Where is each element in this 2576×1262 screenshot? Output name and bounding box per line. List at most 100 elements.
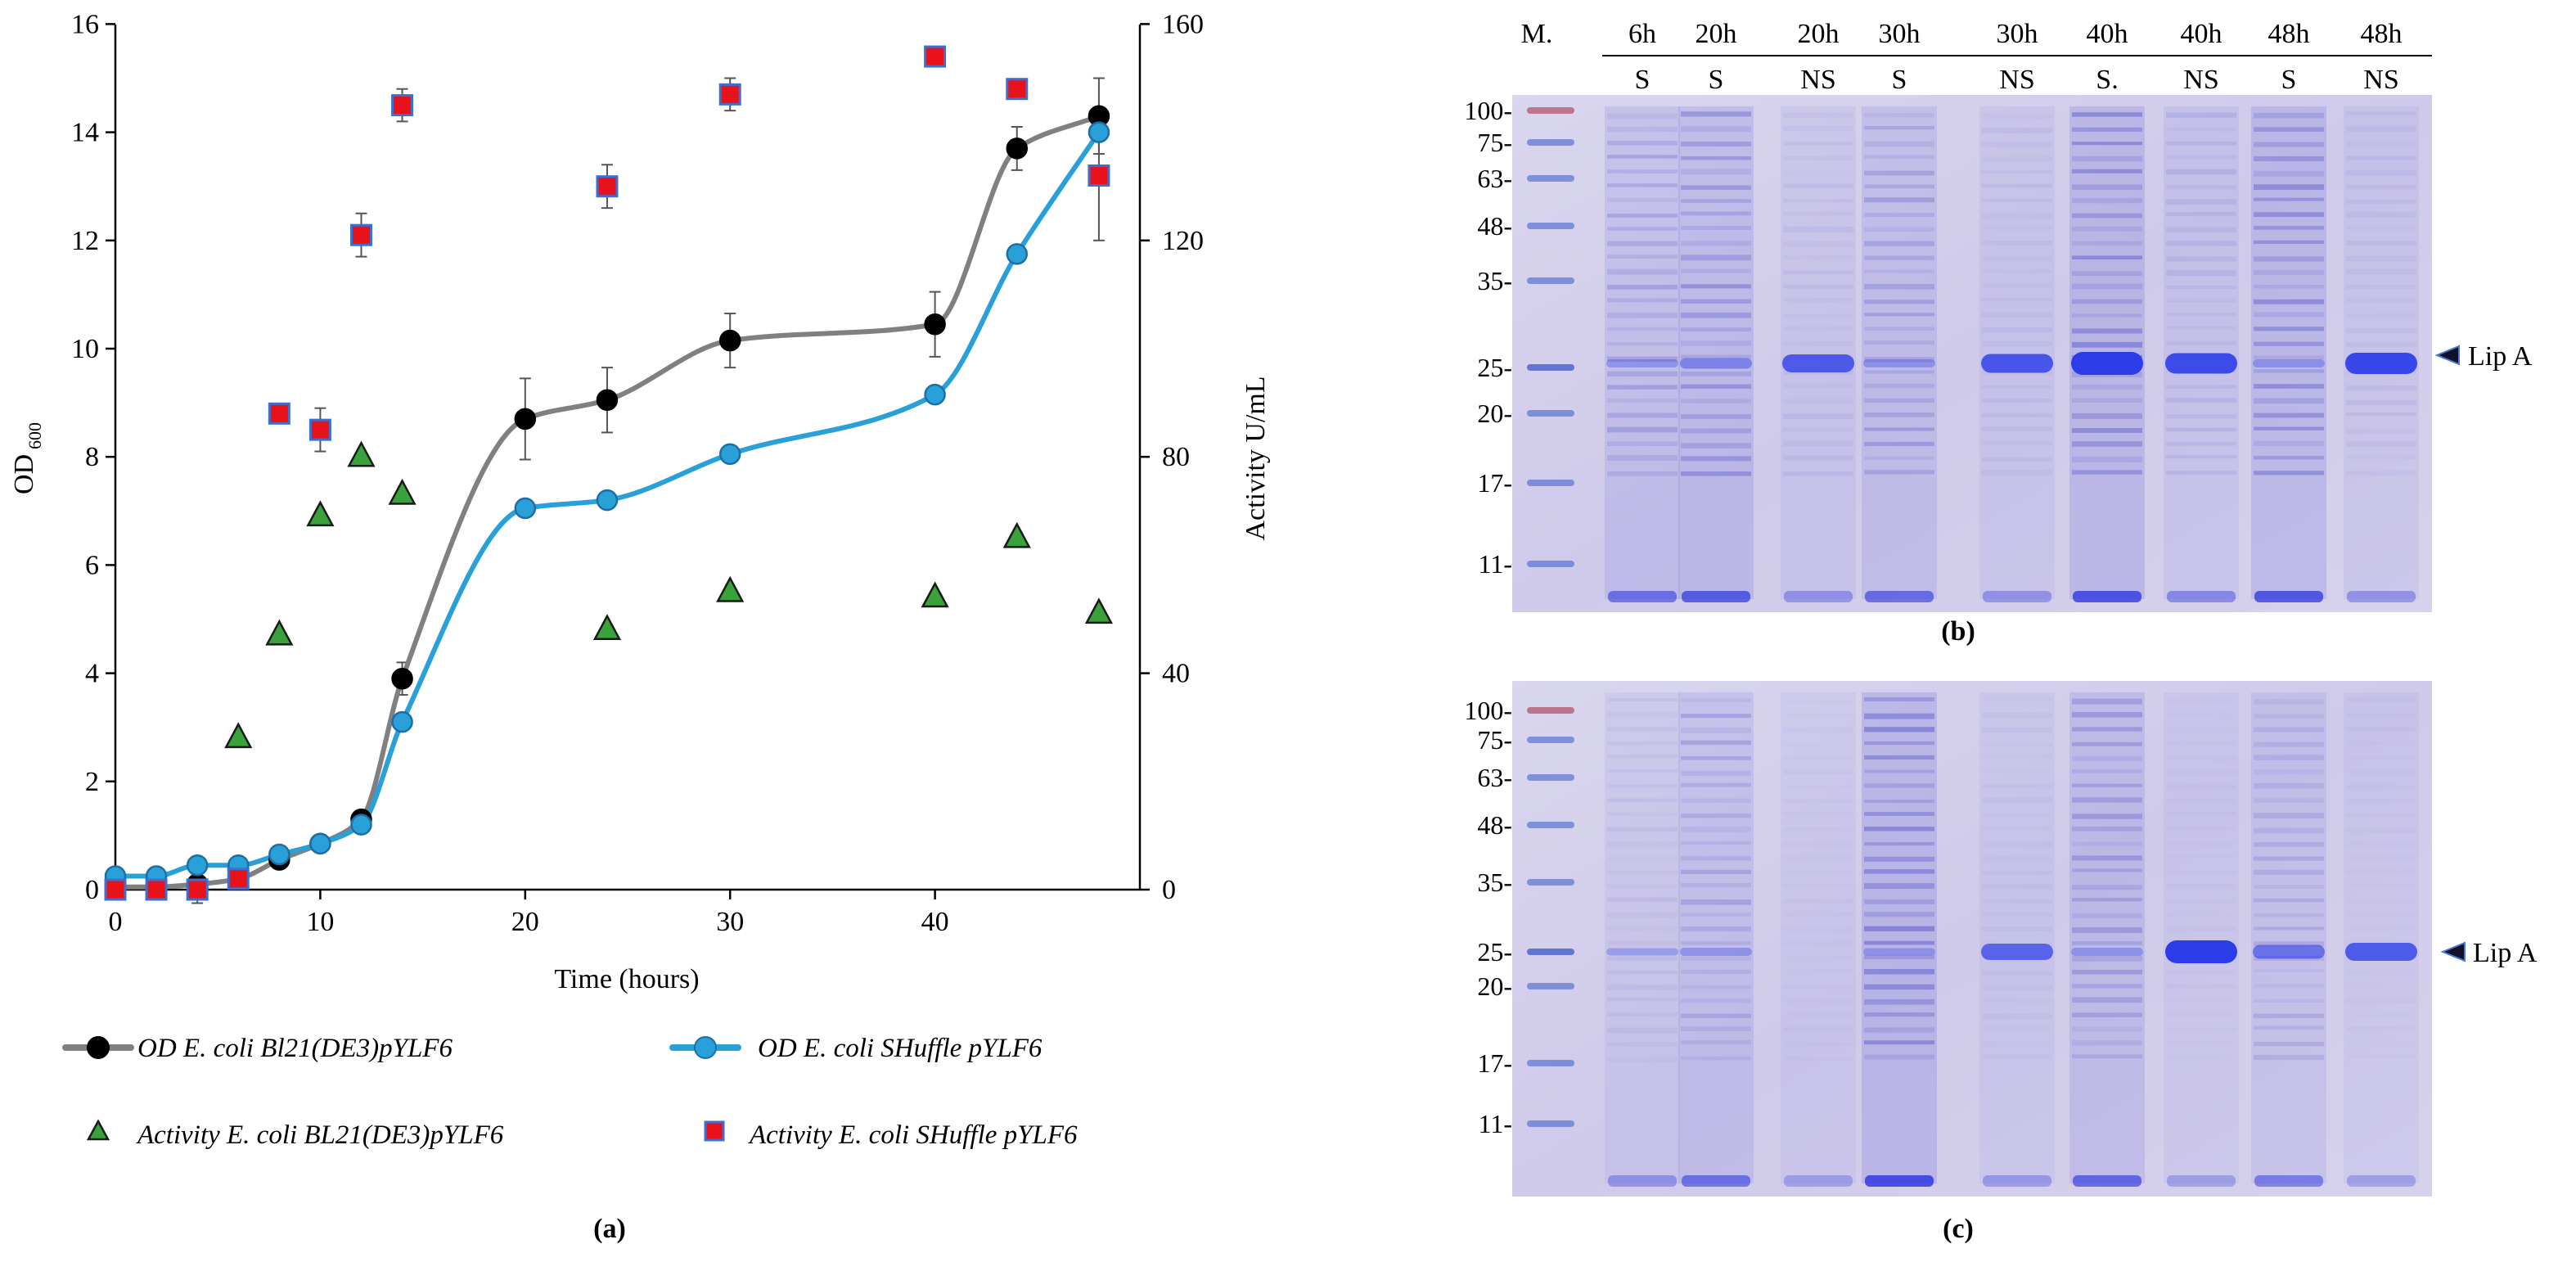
gel-band <box>2254 926 2324 931</box>
gel-band <box>1681 899 1751 905</box>
gel-band <box>1864 197 1934 203</box>
gel-band <box>1783 314 1853 319</box>
gel-band <box>1982 426 2052 431</box>
size-marker-label: 48- <box>1477 810 1512 840</box>
dye-front <box>2254 1175 2323 1187</box>
gel-band <box>2254 727 2324 732</box>
gel-band <box>2346 126 2416 132</box>
data-point-2 <box>388 478 417 505</box>
gel-band <box>2254 197 2324 201</box>
size-marker-label: 17- <box>1477 468 1512 498</box>
gel-band <box>2166 884 2236 889</box>
gel-band <box>1982 814 2052 818</box>
data-point-3 <box>1006 78 1029 101</box>
gel-band <box>1607 841 1678 848</box>
gel-band <box>1982 768 2052 773</box>
gel-band <box>1982 884 2052 890</box>
gel-panel-c: 100-75- 63- 48- 35- 25- 20- 17- 11- Lip A (c) <box>1464 681 2538 1244</box>
gel-band <box>1607 940 1678 945</box>
size-marker-label: 35- <box>1477 868 1512 897</box>
gel-band <box>2254 798 2324 803</box>
gel-band <box>2254 699 2324 705</box>
lipa-band <box>1981 944 2053 960</box>
gel-band <box>1864 713 1934 719</box>
gel-band <box>1864 812 1934 816</box>
x-tick-label: 0 <box>109 907 123 937</box>
gel-band <box>2254 212 2324 218</box>
gel-band <box>1607 812 1678 815</box>
gel-fraction-label: NS <box>2183 65 2218 95</box>
gel-band <box>2346 199 2416 204</box>
gel-lane <box>2069 692 2145 1183</box>
gel-band <box>1864 984 1934 990</box>
gel-c-size-markers: 100-75- 63- 48- 35- 25- 20- 17- 11- <box>1464 696 1512 1138</box>
gel-band <box>2254 968 2324 972</box>
gel-band <box>1783 841 1853 847</box>
gel-band <box>1982 755 2052 758</box>
gel-band <box>1864 1054 1934 1060</box>
gel-band <box>1783 255 1853 259</box>
ladder-band <box>1527 1060 1574 1066</box>
lipa-band <box>2071 352 2143 375</box>
legend-item-od-shuffle: OD E. coli SHuffle pYLF6 <box>669 1034 1043 1063</box>
gel-band <box>2346 142 2416 146</box>
gel-band <box>2346 268 2416 275</box>
gel-band <box>2166 112 2236 118</box>
gel-c-background <box>1512 681 2432 1197</box>
gel-band <box>1681 727 1751 733</box>
y-tick-label-left: 0 <box>85 875 99 905</box>
size-marker-label: 100- <box>1464 696 1512 725</box>
gel-band <box>1681 740 1751 746</box>
size-marker-label: 35- <box>1477 266 1512 295</box>
dye-front <box>2167 591 2236 602</box>
gel-band <box>2072 169 2142 174</box>
gel-band <box>1681 882 1751 888</box>
gel-band <box>1982 1055 2052 1059</box>
gel-lane <box>2251 106 2326 599</box>
gel-band <box>2166 211 2236 216</box>
gel-band <box>1783 284 1853 289</box>
gel-band <box>1864 155 1934 160</box>
gel-band <box>2346 971 2416 975</box>
gel-band <box>2072 299 2142 304</box>
gel-band <box>1864 227 1934 232</box>
gel-band <box>2346 756 2416 759</box>
gel-lane <box>1678 692 1754 1183</box>
gel-band <box>1681 199 1751 203</box>
gel-band <box>1864 383 1934 389</box>
gel-band <box>2254 714 2324 719</box>
gel-band <box>2072 1040 2142 1046</box>
gel-band <box>1864 912 1934 917</box>
gel-band <box>1607 255 1678 259</box>
gel-band <box>2072 913 2142 919</box>
gel-band <box>2254 782 2324 789</box>
gel-band <box>2166 169 2236 175</box>
size-marker-label: 63- <box>1477 164 1512 193</box>
gel-band <box>1982 226 2052 230</box>
gel-band <box>1681 141 1751 146</box>
gel-band <box>1783 112 1853 119</box>
gel-band <box>1783 427 1853 431</box>
gel-band <box>2254 1025 2324 1030</box>
ladder-band <box>1527 139 1574 146</box>
gel-band <box>2072 127 2142 132</box>
gel-band <box>1783 827 1853 832</box>
y-axis-label-right: Activity U/mL <box>1241 376 1271 540</box>
gel-band <box>1783 927 1853 932</box>
gel-band <box>1864 769 1934 773</box>
gel-band <box>1982 998 2052 1003</box>
gel-band <box>1681 255 1751 261</box>
gel-band <box>1982 312 2052 318</box>
gel-band <box>2072 814 2142 819</box>
data-point-3 <box>145 878 168 901</box>
gel-band <box>1607 197 1678 202</box>
y-tick-label-left: 4 <box>85 659 99 689</box>
gel-band <box>1783 471 1853 476</box>
gel-band <box>1607 784 1678 789</box>
gel-band <box>1681 770 1751 777</box>
gel-band <box>2346 713 2416 716</box>
gel-band <box>2346 385 2416 391</box>
gel-band <box>1681 428 1751 434</box>
gel-band <box>1607 183 1678 187</box>
dye-front <box>1608 591 1677 602</box>
